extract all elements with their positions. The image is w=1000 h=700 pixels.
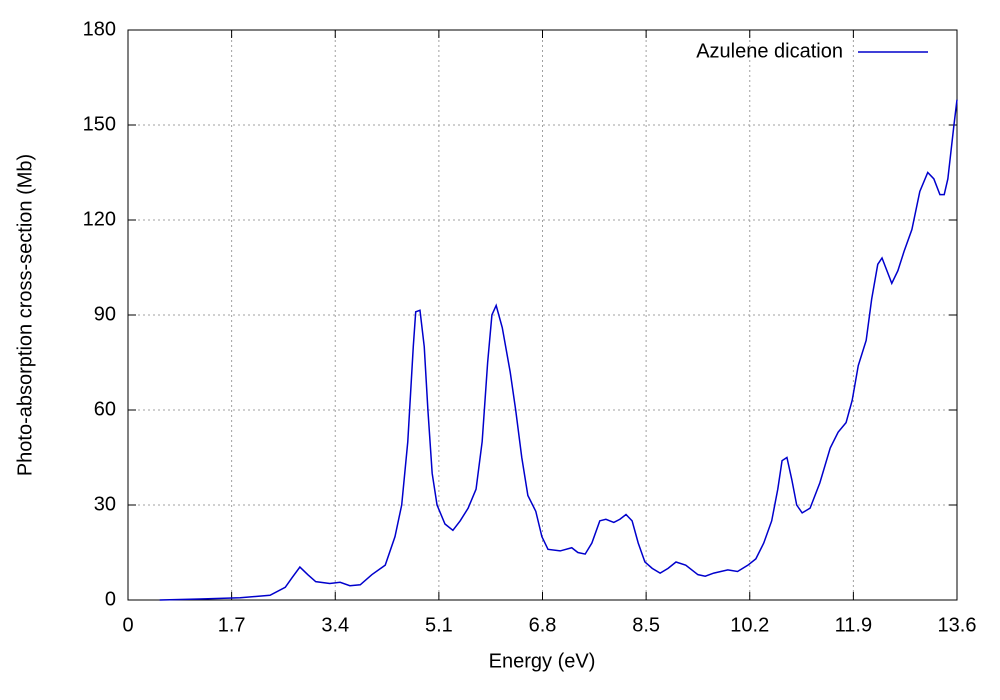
x-tick-label: 0 [122, 614, 133, 636]
x-tick-label: 8.5 [632, 614, 660, 636]
x-tick-label: 13.6 [938, 614, 977, 636]
y-tick-label: 30 [94, 493, 116, 515]
y-tick-label: 120 [83, 208, 116, 230]
x-tick-label: 6.8 [529, 614, 557, 636]
x-tick-label: 5.1 [425, 614, 453, 636]
y-tick-label: 0 [105, 588, 116, 610]
x-tick-label: 1.7 [218, 614, 246, 636]
y-axis-label: Photo-absorption cross-section (Mb) [14, 154, 36, 476]
plot-frame [127, 29, 958, 601]
y-tick-label: 180 [83, 18, 116, 40]
y-tick-label: 150 [83, 113, 116, 135]
x-tick-label: 10.2 [730, 614, 769, 636]
legend-label: Azulene dication [696, 40, 843, 62]
x-tick-label: 3.4 [321, 614, 349, 636]
x-tick-label: 11.9 [835, 614, 872, 636]
x-axis-label: Energy (eV) [489, 650, 596, 672]
data-line [159, 99, 958, 601]
y-tick-label: 90 [94, 303, 116, 325]
y-tick-label: 60 [94, 398, 116, 420]
